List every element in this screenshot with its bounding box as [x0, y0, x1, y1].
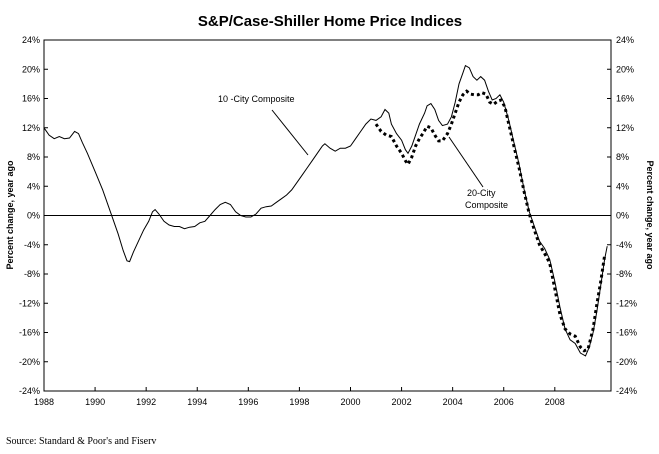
y-axis-left: 24% 20% 16% 12% 8% 4% 0% -4% -8% -12% -16% -20% -24% [19, 35, 48, 396]
x-tick-label: 2000 [340, 397, 360, 407]
y-right-tick-label: 12% [616, 123, 634, 133]
y-right-tick-label: -20% [616, 357, 637, 367]
y-axis-right: 24% 20% 16% 12% 8% 4% 0% -4% -8% -12% -16% -20% -24% [607, 35, 637, 396]
x-tick-label: 1992 [136, 397, 156, 407]
y-right-tick-label: 4% [616, 181, 629, 191]
x-tick-label: 2006 [494, 397, 514, 407]
y-right-tick-label: 0% [616, 211, 629, 221]
y-left-tick-label: 20% [22, 64, 40, 74]
x-tick-label: 1988 [34, 397, 54, 407]
y-right-tick-label: 24% [616, 35, 634, 45]
y-left-tick-label: -4% [24, 240, 40, 250]
x-tick-label: 2002 [392, 397, 412, 407]
y-right-tick-label: -4% [616, 240, 632, 250]
y-axis-left-label: Percent change, year ago [5, 160, 15, 270]
y-axis-right-label: Percent change, year ago [645, 160, 655, 270]
x-tick-label: 2004 [443, 397, 463, 407]
series-line-10-city-composite [43, 64, 608, 357]
x-tick-label: 1990 [85, 397, 105, 407]
y-left-tick-label: -8% [24, 269, 40, 279]
y-left-tick-label: 4% [27, 181, 40, 191]
annotation-20-city-label-line2: Composite [465, 200, 508, 210]
x-axis: 1988 1990 1992 1994 1996 1998 2000 2002 2004 2006… [34, 387, 565, 407]
x-tick-label: 1996 [238, 397, 258, 407]
annotation-10-city-label: 10 -City Composite [218, 94, 295, 104]
y-left-tick-label: -20% [19, 357, 40, 367]
y-left-tick-label: 0% [27, 211, 40, 221]
y-left-tick-label: -24% [19, 386, 40, 396]
y-left-tick-label: -16% [19, 328, 40, 338]
annotation-20-city-pointer [448, 136, 484, 188]
y-left-tick-label: 16% [22, 94, 40, 104]
y-right-tick-label: 16% [616, 94, 634, 104]
y-right-tick-label: -8% [616, 269, 632, 279]
source-note: Source: Standard & Poor's and Fiserv [6, 436, 157, 447]
y-right-tick-label: -16% [616, 328, 637, 338]
y-left-tick-label: 12% [22, 123, 40, 133]
y-right-tick-label: 8% [616, 152, 629, 162]
x-tick-label: 1998 [289, 397, 309, 407]
annotation-10-city-pointer [271, 109, 309, 156]
y-left-tick-label: -12% [19, 298, 40, 308]
annotation-20-city-label-line1: 20-City [467, 188, 496, 198]
y-left-tick-label: 8% [27, 152, 40, 162]
chart-title: S&P/Case-Shiller Home Price Indices [198, 13, 462, 30]
y-left-tick-label: 24% [22, 35, 40, 45]
series-line-20-city-composite [374, 89, 607, 353]
y-right-tick-label: 20% [616, 64, 634, 74]
x-tick-label: 1994 [187, 397, 207, 407]
y-right-tick-label: -24% [616, 386, 637, 396]
y-right-tick-label: -12% [616, 298, 637, 308]
x-tick-label: 2008 [545, 397, 565, 407]
